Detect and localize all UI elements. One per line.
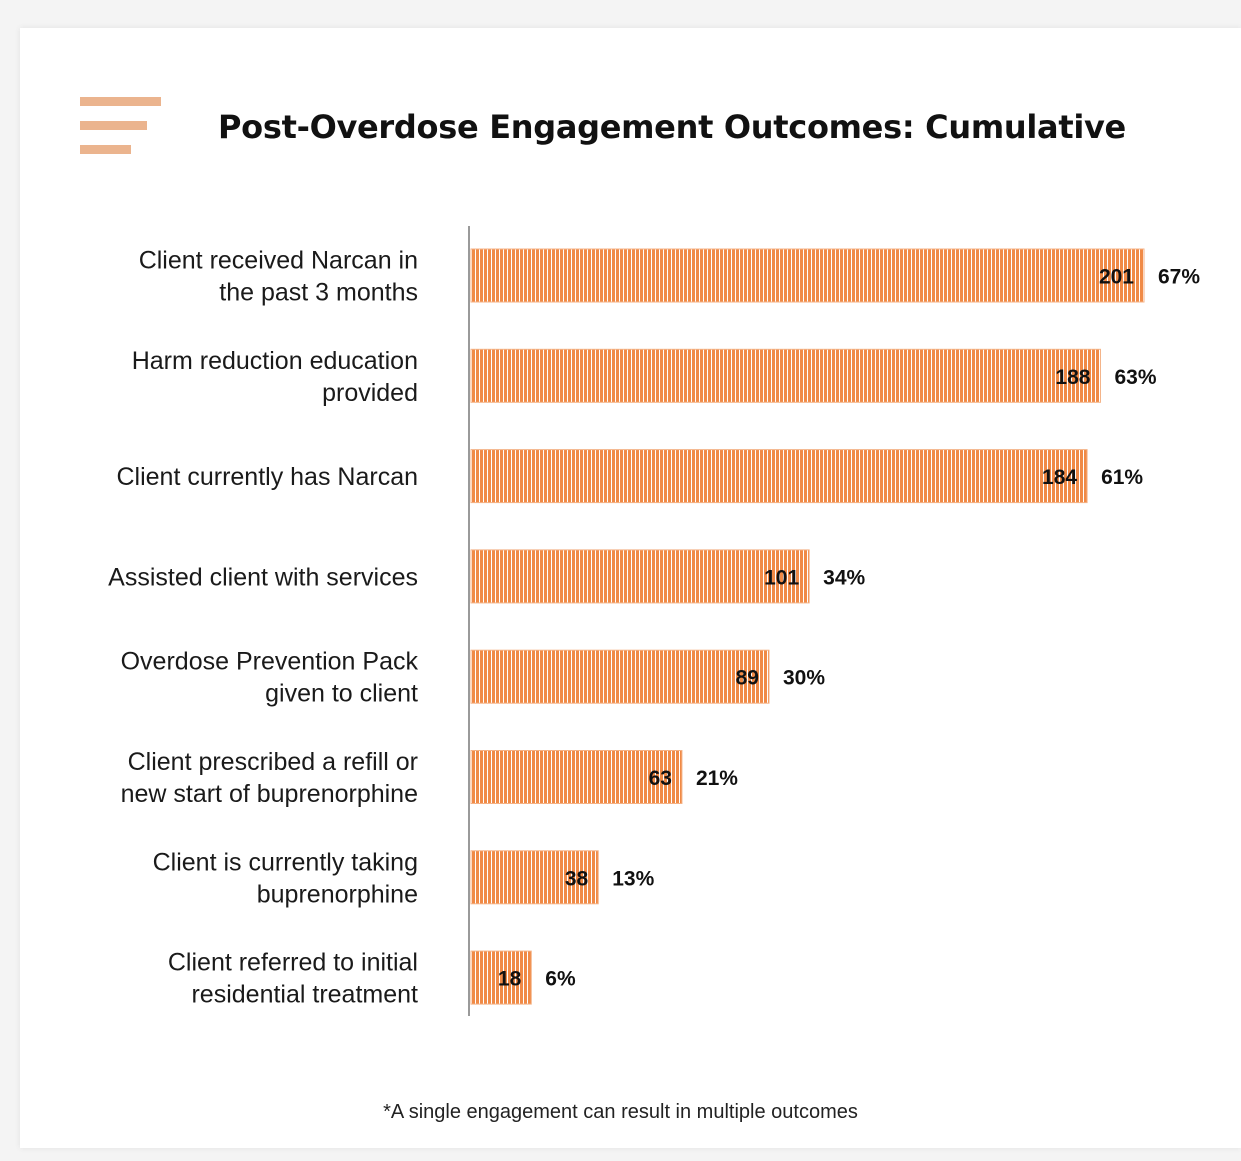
bar-percent-label: 6% bbox=[545, 968, 576, 991]
category-label: Overdose Prevention Pack given to client bbox=[121, 648, 419, 708]
accent-line bbox=[80, 97, 161, 106]
category-label-line: new start of buprenorphine bbox=[121, 780, 418, 808]
category-label-line: buprenorphine bbox=[257, 880, 418, 908]
category-label: Client prescribed a refill or new start o… bbox=[121, 748, 418, 808]
category-label: Client currently has Narcan bbox=[116, 463, 418, 491]
category-label-line: Client is currently taking bbox=[153, 848, 418, 876]
bar-value-label: 188 bbox=[1055, 366, 1090, 389]
bar-percent-label: 63% bbox=[1114, 366, 1156, 389]
bar-percent-label: 30% bbox=[783, 667, 825, 690]
category-label: Client is currently taking buprenorphine bbox=[153, 848, 418, 908]
bar bbox=[470, 348, 1101, 403]
bar bbox=[470, 549, 810, 604]
bar-value-label: 38 bbox=[565, 867, 589, 890]
category-label: Client received Narcan in the past 3 mont… bbox=[139, 247, 418, 307]
chart-title: Post-Overdose Engagement Outcomes: Cumul… bbox=[218, 108, 1126, 146]
bar bbox=[470, 248, 1145, 303]
category-label-line: Client currently has Narcan bbox=[116, 463, 418, 491]
category-label-line: Client received Narcan in bbox=[139, 247, 418, 275]
bar-percent-label: 34% bbox=[823, 566, 865, 589]
category-label-line: Harm reduction education bbox=[132, 347, 418, 375]
bar-percent-label: 13% bbox=[612, 867, 654, 890]
category-label: Assisted client with services bbox=[108, 563, 418, 591]
bar bbox=[470, 750, 683, 804]
category-label-line: the past 3 months bbox=[219, 279, 418, 307]
bar bbox=[470, 649, 770, 704]
bar bbox=[470, 850, 599, 905]
bar-value-label: 18 bbox=[498, 968, 522, 991]
bar-value-label: 89 bbox=[736, 667, 759, 690]
category-label-line: Client prescribed a refill or bbox=[128, 748, 418, 776]
bar-value-label: 101 bbox=[764, 566, 799, 589]
category-label-line: residential treatment bbox=[191, 981, 418, 1009]
category-label-line: Assisted client with services bbox=[108, 563, 418, 591]
footnote: *A single engagement can result in multi… bbox=[383, 1101, 858, 1123]
bar-percent-label: 61% bbox=[1101, 466, 1143, 489]
category-label-line: Client referred to initial bbox=[168, 949, 418, 977]
bar-value-label: 201 bbox=[1099, 266, 1134, 289]
accent-line bbox=[80, 145, 131, 154]
category-label-line: Overdose Prevention Pack bbox=[121, 648, 419, 676]
category-label: Client referred to initial residential tr… bbox=[168, 949, 418, 1009]
bar-value-label: 184 bbox=[1042, 466, 1077, 489]
bar-value-label: 63 bbox=[649, 767, 672, 790]
category-label-line: provided bbox=[322, 379, 418, 407]
bar bbox=[470, 950, 532, 1005]
bar-percent-label: 21% bbox=[696, 767, 738, 790]
bar bbox=[470, 449, 1088, 504]
category-label: Harm reduction education provided bbox=[132, 347, 418, 407]
accent-line bbox=[80, 121, 147, 130]
category-label-line: given to client bbox=[265, 680, 418, 708]
bar-percent-label: 67% bbox=[1158, 266, 1200, 289]
